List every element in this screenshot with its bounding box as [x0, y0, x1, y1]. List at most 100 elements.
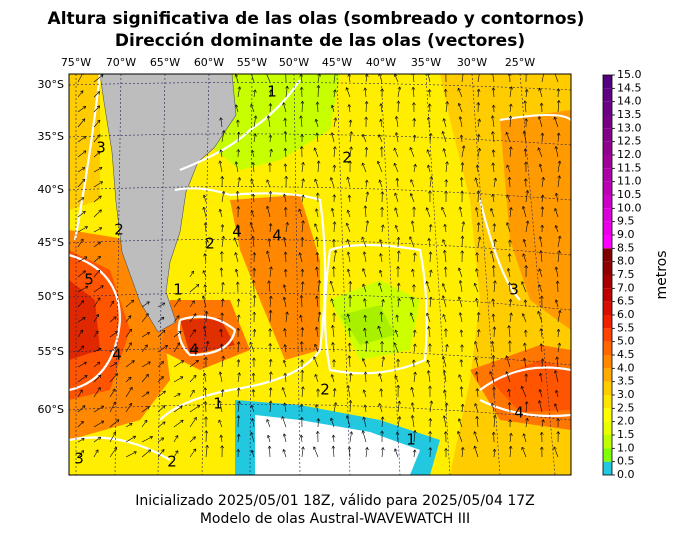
subtitle: Dirección dominante de las olas (vectore… [115, 31, 525, 51]
wave-vector [173, 419, 184, 428]
vector-head [251, 162, 255, 166]
wave-vector [490, 250, 495, 263]
vector-head [413, 430, 417, 434]
wave-vector [524, 100, 527, 113]
wave-vector [428, 370, 431, 383]
vector-head [253, 115, 258, 119]
vector-head [162, 329, 166, 334]
vector-head [235, 190, 240, 194]
wave-vector [445, 344, 448, 353]
vector-head [95, 330, 99, 334]
vector-head [444, 448, 448, 452]
vector-head [130, 299, 135, 304]
vector-head [412, 284, 416, 288]
vector-head [81, 167, 86, 171]
vector-head [252, 267, 256, 271]
colorbar-tick-label: 3.5 [617, 375, 635, 388]
vector-head [491, 313, 496, 317]
vector-head [268, 191, 273, 195]
colorbar-band [603, 315, 612, 329]
vector-head [365, 447, 369, 451]
wave-vector [93, 348, 102, 353]
wave-vector [125, 342, 132, 353]
vector-head [444, 179, 449, 183]
vector-head [507, 325, 511, 329]
vector-head [538, 372, 543, 377]
wave-vector [283, 449, 287, 458]
wave-vector [189, 436, 196, 443]
vector-head [80, 197, 85, 201]
vector-head [505, 371, 509, 375]
vector-head [218, 208, 223, 213]
wave-vector [93, 209, 102, 218]
wave-vector [477, 190, 479, 203]
vector-head [80, 450, 85, 454]
vector-head [490, 402, 495, 407]
vector-head [115, 419, 120, 423]
vector-head [395, 431, 400, 435]
wave-vector [362, 430, 367, 443]
wave-vector [125, 299, 134, 308]
wave-vector [460, 359, 463, 368]
vector-head [329, 280, 334, 285]
wave-vector [269, 149, 272, 158]
colorbar-band [603, 435, 612, 449]
vector-head [282, 237, 287, 241]
vector-head [474, 177, 478, 181]
vector-head [147, 449, 152, 453]
vector-head [252, 252, 257, 256]
vector-head [220, 298, 225, 302]
vector-head [269, 148, 273, 153]
wave-vector [93, 195, 102, 203]
wave-vector [157, 376, 164, 383]
map [69, 70, 571, 475]
wave-vector [557, 100, 560, 113]
vector-head [458, 206, 463, 210]
wave-vector [301, 220, 304, 233]
wave-vector [555, 266, 559, 278]
wave-vector [93, 151, 101, 158]
vector-head [266, 250, 270, 254]
vector-head [80, 420, 84, 425]
vector-head [410, 387, 414, 391]
wave-vector [347, 239, 351, 248]
wave-vector [77, 106, 86, 113]
lon-label: 50°W [279, 56, 309, 69]
vector-head [508, 419, 512, 423]
vector-head [175, 435, 179, 439]
wave-vector [378, 403, 383, 413]
vector-head [540, 358, 545, 362]
wave-vector [363, 251, 367, 263]
wave-vector [109, 300, 114, 308]
wave-vector [410, 179, 415, 188]
vector-head [460, 235, 465, 239]
wave-vector [253, 329, 255, 338]
vector-head [98, 227, 103, 231]
wave-vector [157, 302, 166, 308]
wave-vector [397, 250, 400, 263]
vector-head [557, 235, 562, 239]
vector-head [521, 313, 526, 317]
wave-vector [77, 118, 86, 128]
vector-head [478, 70, 481, 73]
wave-vector [557, 235, 561, 248]
vector-head [333, 146, 337, 150]
vector-head [218, 160, 223, 164]
vector-head [300, 281, 305, 285]
wave-vector [380, 311, 383, 323]
wave-vector [397, 416, 401, 428]
vector-head [113, 316, 117, 320]
vector-head [315, 132, 319, 136]
vector-head [347, 342, 352, 346]
wave-vector [506, 132, 511, 143]
wave-vector [173, 435, 179, 443]
vector-head [282, 359, 287, 364]
wave-vector [554, 403, 559, 413]
wave-vector [125, 360, 135, 368]
colorbar-band [603, 115, 612, 129]
wave-vector [476, 164, 479, 173]
wave-vector [397, 400, 400, 413]
vector-head [190, 270, 194, 274]
vector-head [300, 268, 305, 272]
